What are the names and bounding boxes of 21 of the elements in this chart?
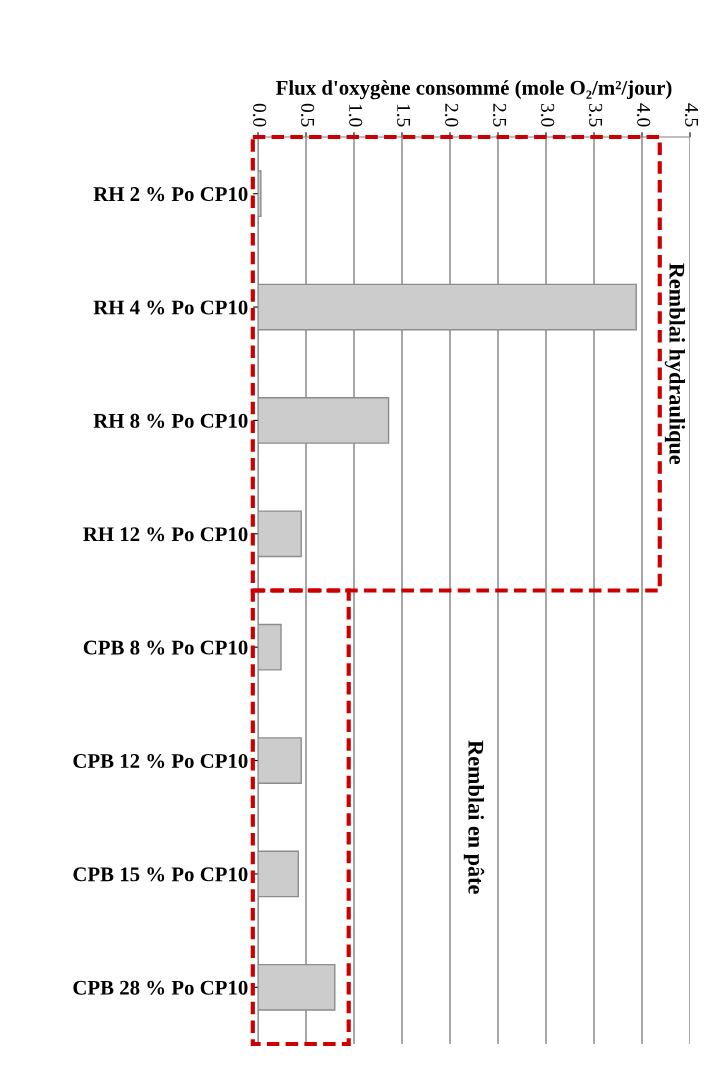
x-tick-label: 2.5 [493, 103, 507, 127]
x-tick-label: 3.5 [589, 103, 603, 127]
y-tick-label: CPB 15 % Po CP10 [73, 867, 248, 882]
y-tick-label: CPB 8 % Po CP10 [83, 640, 248, 655]
x-tick-label: 0.0 [253, 103, 267, 127]
x-tick-label: 1.0 [349, 104, 363, 127]
x-axis-title: Flux d'oxygène consommé (mole O₂/m²/jour) [276, 80, 672, 100]
x-tick-label: 3.0 [541, 103, 555, 127]
annotation: Remblai hydraulique [664, 263, 685, 465]
x-tick-label: 4.5 [685, 103, 699, 127]
y-tick-label: RH 4 % Po CP10 [93, 300, 248, 315]
x-tick-label: 0.5 [301, 103, 315, 127]
y-tick-label: CPB 28 % Po CP10 [73, 980, 248, 995]
x-tick-label: 4.0 [637, 103, 651, 127]
y-tick-label: RH 8 % Po CP10 [93, 413, 248, 428]
x-tick-label: 1.5 [397, 104, 411, 127]
x-tick-label: 2.0 [445, 103, 459, 127]
annotation: Remblai en pâte [463, 740, 485, 894]
y-tick-label: CPB 12 % Po CP10 [73, 753, 248, 769]
y-tick-label: RH 2 % Po CP10 [93, 187, 248, 202]
y-tick-label: RH 12 % Po CP10 [83, 527, 248, 542]
